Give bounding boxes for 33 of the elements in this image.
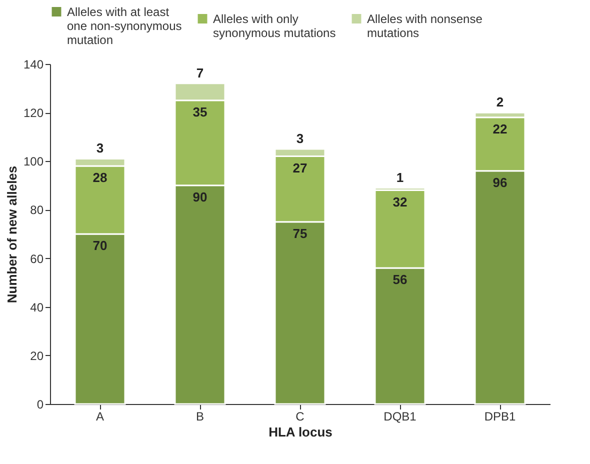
data-label: 56 <box>392 272 408 287</box>
data-label: 90 <box>192 189 208 204</box>
data-label: 1 <box>396 170 404 185</box>
y-tick-label: 60 <box>30 252 44 266</box>
data-label: 2 <box>496 94 504 110</box>
data-label: 32 <box>392 194 408 210</box>
y-tick-label: 80 <box>30 203 44 218</box>
y-tick-label: 0 <box>36 398 44 412</box>
data-label: 3 <box>296 131 304 146</box>
data-label: 7 <box>196 65 204 80</box>
data-label: 3 <box>96 140 104 156</box>
y-tick-label: 140 <box>23 58 44 72</box>
x-tick-label: C <box>296 410 305 424</box>
legend-label: Alleles with at least one non-synonymous mutation <box>67 4 182 47</box>
data-label: 96 <box>492 174 508 190</box>
y-tick-label: 20 <box>30 348 44 363</box>
y-tick-label: 100 <box>23 154 44 169</box>
y-tick-label: 40 <box>30 300 44 314</box>
x-tick-label: DPB1 <box>484 410 516 424</box>
legend-label: Alleles with only synonymous mutations <box>213 12 336 40</box>
data-label: 27 <box>292 160 308 176</box>
data-label: 70 <box>92 238 108 253</box>
x-tick-label: DQB1 <box>384 410 417 424</box>
y-tick-label: 120 <box>23 106 44 120</box>
x-tick-label: A <box>96 410 104 424</box>
x-axis-title: HLA locus <box>268 424 332 440</box>
data-label: 35 <box>192 104 208 120</box>
data-label: 22 <box>492 121 508 136</box>
x-tick-label: B <box>196 410 204 424</box>
legend-label: Alleles with nonsense mutations <box>367 12 483 40</box>
data-label: 75 <box>292 226 308 241</box>
y-axis-title: Number of new alleles <box>4 166 20 304</box>
data-label: 28 <box>92 170 108 185</box>
